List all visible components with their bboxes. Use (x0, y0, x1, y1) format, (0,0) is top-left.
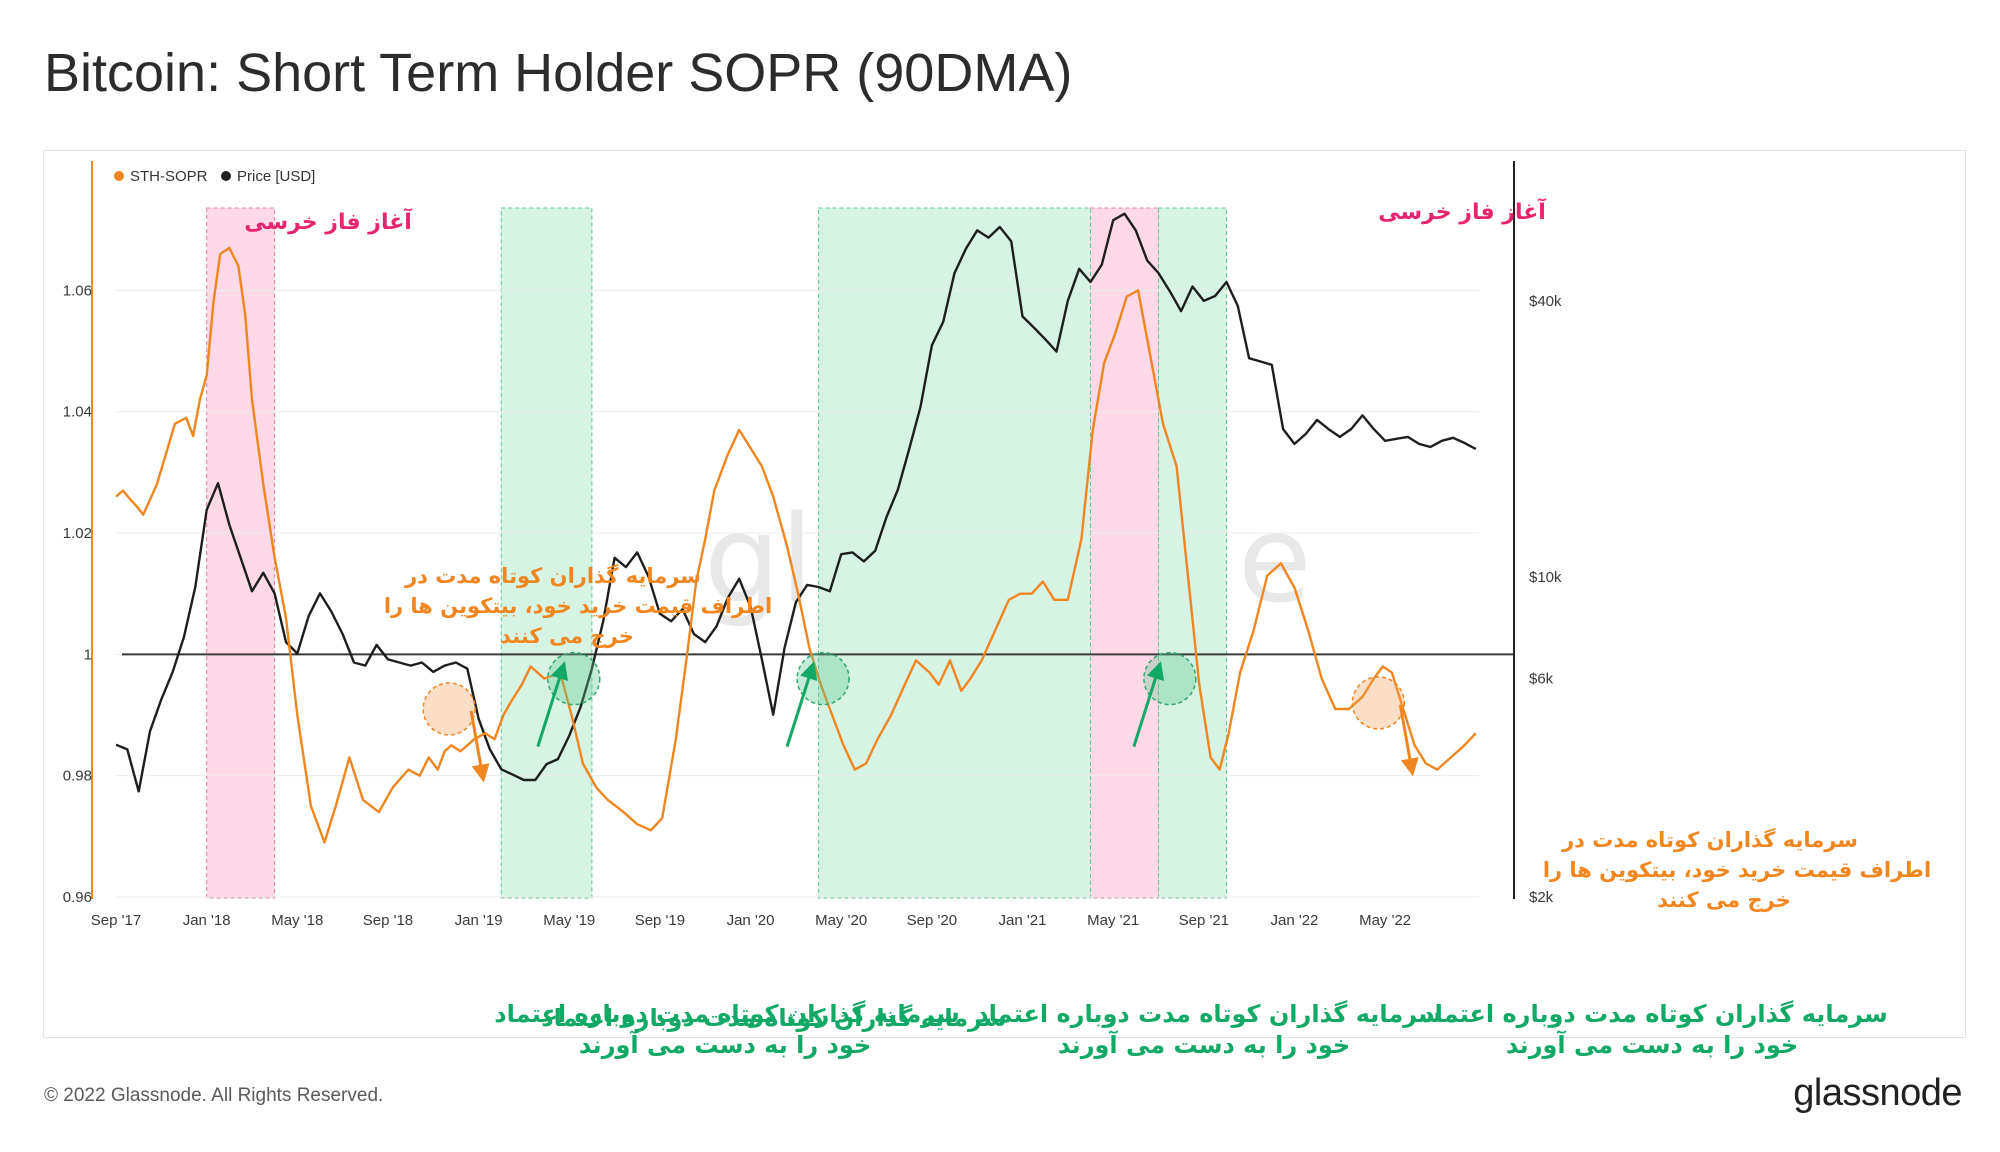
brand-logo[interactable]: glassnode (1793, 1072, 1962, 1114)
x-tick: May '18 (271, 912, 323, 929)
x-tick: Sep '18 (363, 912, 413, 929)
regain-note-c-line-1: سرمایه گذاران کوتاه مدت دوباره اعتماد (1422, 1000, 1887, 1028)
y-left-tick: 1.06 (63, 282, 92, 299)
y-right-tick: $40k (1529, 293, 1562, 310)
x-tick: Jan '20 (727, 912, 775, 929)
regain-arrow-1 (536, 661, 569, 748)
spend-circle-2 (1351, 676, 1406, 730)
y-left-tick: 1 (84, 646, 92, 663)
x-tick: May '21 (1087, 912, 1139, 929)
bear-zone-1 (206, 207, 276, 899)
bear-start-label-1: آغاز فاز خرسی (244, 207, 412, 235)
legend: STH-SOPR Price [USD] (114, 168, 315, 185)
chart-panel: glassnode 0.960.9811.021.041.06$2k$6k$10… (43, 150, 1966, 1038)
y-left-tick: 1.04 (63, 404, 92, 421)
x-tick: May '22 (1359, 912, 1411, 929)
price-line (115, 212, 1477, 793)
x-tick: Jan '22 (1271, 912, 1319, 929)
regain-circle-3 (1143, 651, 1197, 706)
regain-note-a-line-2: خود را به دست می آورند (579, 1030, 871, 1059)
chart-svg: glassnode 0.960.9811.021.041.06$2k$6k$10… (63, 161, 1931, 1032)
regain-note-b-line-1: سرمایه گذاران کوتاه مدت دوباره اعتماد (976, 1000, 1441, 1028)
spend-arrow-1 (469, 710, 490, 783)
spend-note-2-line-3: خرج می کنند (1657, 888, 1791, 913)
y-right-tick: $10k (1529, 569, 1562, 586)
spend-note-2-line-1: سرمایه گذاران کوتاه مدت در (1561, 827, 1858, 852)
regain-arrow-3 (1132, 661, 1165, 748)
y-left-tick: 1.02 (63, 525, 92, 542)
x-tick: May '20 (815, 912, 867, 929)
legend-sopr-dot (114, 171, 124, 181)
y-right-tick: $6k (1529, 670, 1554, 687)
bottom-notes: سرمایه گذاران کوتاه مدت دوباره اعتماد خو… (494, 1000, 1887, 1059)
x-tick: Sep '19 (635, 912, 685, 929)
spend-arrow-2 (1398, 704, 1419, 777)
legend-price-dot (221, 171, 231, 181)
series-layer (115, 212, 1477, 844)
spend-note-2: سرمایه گذاران کوتاه مدت در اطراف قیمت خر… (1543, 827, 1931, 913)
spend-note-1-line-3: خرج می کنند (500, 624, 634, 649)
regain-note-1: سرمایه گذاران کوتاه مدت دوباره اعتماد (541, 1004, 1006, 1032)
copyright: © 2022 Glassnode. All Rights Reserved. (44, 1085, 384, 1106)
spend-note-1-line-2: اطراف قیمت خرید خود، بیتکوین ها را (384, 594, 772, 618)
legend-price-label[interactable]: Price [USD] (237, 168, 315, 185)
x-tick: Sep '20 (907, 912, 957, 929)
y-right-tick: $2k (1529, 889, 1554, 906)
axes (91, 161, 1515, 899)
annotation-marks (422, 651, 1419, 783)
recovery-zone-3 (1157, 207, 1227, 899)
spend-note-2-line-2: اطراف قیمت خرید خود، بیتکوین ها را (1543, 858, 1931, 882)
tick-labels: 0.96 0.98 1 1.02 1.04 1.06 $2k $6k $10k $40k Sep '… (63, 282, 1562, 929)
y-left-tick: 0.98 (63, 768, 92, 785)
recovery-zone-2 (818, 207, 1091, 899)
x-tick: Jan '18 (183, 912, 231, 929)
x-tick: Sep '21 (1179, 912, 1229, 929)
zones-layer (206, 207, 1227, 899)
bear-zone-2 (1089, 207, 1159, 899)
sopr-line (115, 246, 1477, 844)
spend-circle-1 (422, 682, 476, 736)
spend-note-1-line-1: سرمایه گذاران کوتاه مدت در (404, 563, 701, 588)
x-tick: May '19 (543, 912, 595, 929)
regain-circle-1 (547, 651, 601, 706)
x-tick: Jan '19 (455, 912, 503, 929)
regain-arrow-2 (785, 661, 818, 748)
regain-note-c-line-2: خود را به دست می آورند (1506, 1030, 1798, 1059)
regain-circle-2 (796, 651, 850, 706)
page-title: Bitcoin: Short Term Holder SOPR (90DMA) (44, 43, 1073, 103)
legend-sopr-label[interactable]: STH-SOPR (130, 168, 208, 185)
x-tick: Sep '17 (91, 912, 141, 929)
regain-note-1-line-1: سرمایه گذاران کوتاه مدت دوباره اعتماد (541, 1004, 1006, 1032)
recovery-zone-1 (500, 207, 593, 899)
y-left-tick: 0.96 (63, 889, 92, 906)
x-tick: Jan '21 (999, 912, 1047, 929)
regain-note-a-line-1: سرمایه گذاران کوتاه مدت دوباره اعتماد (494, 1000, 959, 1028)
bear-start-label-2: آغاز فاز خرسی (1378, 197, 1546, 225)
regain-note-b-line-2: خود را به دست می آورند (1058, 1030, 1350, 1059)
spend-note-1: سرمایه گذاران کوتاه مدت در اطراف قیمت خر… (384, 563, 772, 649)
